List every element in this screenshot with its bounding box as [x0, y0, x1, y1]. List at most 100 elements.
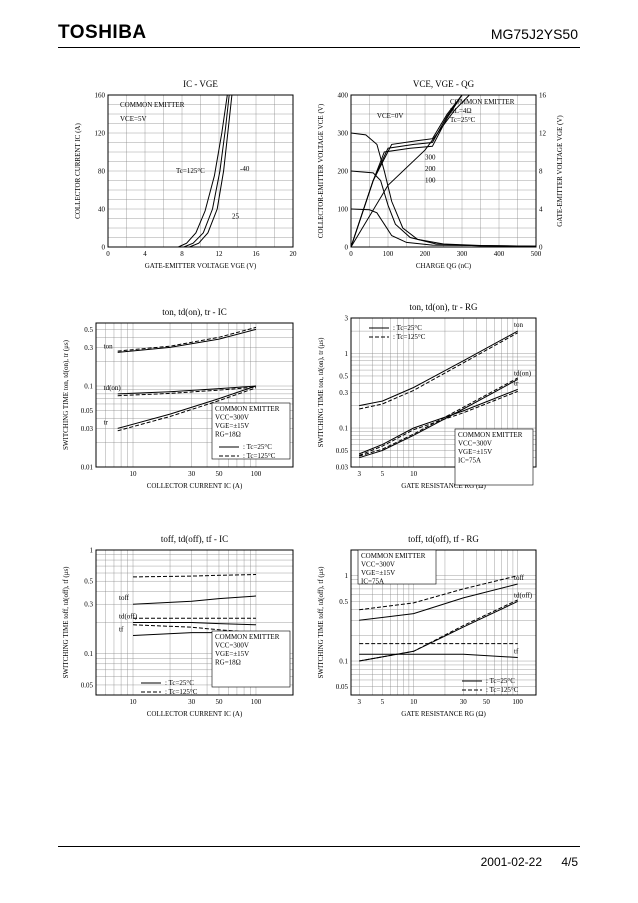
y-axis-label: SWITCHING TIME ton, td(on), tr (μs)	[317, 337, 325, 448]
series-line	[132, 595, 257, 605]
series-line	[178, 94, 228, 248]
series-line	[359, 332, 518, 410]
annotation-text: COMMON EMITTER	[215, 633, 280, 641]
y-tick-label: 0.3	[84, 601, 93, 609]
x-tick-label: 10	[130, 470, 138, 478]
chart-toff_rg: 3 5 10 30 50 100 0.05 0.1 0.5 1 toff, td(off), tf …	[317, 534, 537, 718]
x-tick-label: 8	[180, 250, 184, 258]
annotation-text: VCE=0V	[377, 112, 404, 120]
series-line	[350, 94, 470, 248]
curve-label: toff	[119, 594, 130, 602]
y-axis-label: SWITCHING TIME toff, td(off), tf (μs)	[317, 566, 325, 679]
series-line	[359, 575, 518, 611]
curve-label: toff	[514, 574, 525, 582]
series-line	[359, 600, 518, 662]
legend-label: : Tc=25°C	[243, 443, 272, 451]
series-line	[359, 599, 518, 662]
x-tick-label: 100	[251, 698, 262, 706]
series-line	[117, 385, 257, 395]
x-tick-label: 50	[215, 698, 223, 706]
y-axis-label: SWITCHING TIME ton, td(on), tr (μs)	[62, 339, 70, 450]
x-axis-label: COLLECTOR CURRENT IC (A)	[147, 482, 243, 490]
y-tick-label: 0.5	[84, 326, 93, 334]
x-tick-label: 0	[106, 250, 110, 258]
curve-label: td(on)	[104, 384, 122, 392]
annotation-text: COMMON EMITTER	[450, 98, 515, 106]
y-tick-label: 100	[338, 206, 349, 214]
curve-label: ton	[514, 321, 523, 329]
y-tick-label: 0.1	[339, 658, 348, 666]
series-line	[117, 326, 257, 352]
conditions-box	[357, 549, 437, 585]
curve-label: tf	[514, 648, 519, 656]
annotation-text: VGE=±15V	[458, 448, 492, 456]
series-line	[183, 94, 230, 248]
annotation-text: VCC=300V	[361, 561, 395, 569]
y2-axis-label: GATE-EMITTER VOLTAGE VGE (V)	[556, 115, 564, 227]
chart-title: ton, td(on), tr - RG	[410, 302, 478, 312]
annotation-text: RL=4Ω	[450, 107, 472, 115]
y-axis-label: COLLECTOR-EMITTER VOLTAGE VCE (V)	[317, 103, 325, 238]
x-axis-label: GATE RESISTANCE RG (Ω)	[401, 482, 486, 490]
y-tick-label: 80	[98, 168, 106, 176]
y-tick-label: 400	[338, 92, 349, 100]
annotation-text: RG=18Ω	[215, 431, 241, 439]
x-tick-label: 30	[188, 470, 196, 478]
x-tick-label: 12	[216, 250, 224, 258]
part-number: MG75J2YS50	[490, 26, 578, 42]
chart-title: ton, td(on), tr - IC	[162, 307, 227, 317]
chart-title: IC - VGE	[183, 79, 218, 89]
x-axis-label: GATE-EMITTER VOLTAGE VGE (V)	[145, 262, 257, 270]
legend-label: : Tc=125°C	[486, 686, 519, 694]
series-line	[359, 390, 518, 456]
y-tick-label: 0.05	[81, 681, 94, 689]
curve-label: tf	[119, 625, 124, 633]
chart-title: toff, td(off), tf - IC	[161, 534, 228, 544]
chart-ton_ic: 10 30 50 100 0.01 0.03 0.05 0.1 0.3 0.5 ton, td(on…	[62, 307, 294, 490]
x-tick-label: 5	[381, 470, 385, 478]
series-line	[359, 388, 518, 455]
annotation-text: VCC=300V	[215, 414, 249, 422]
chart-ic_vge: 0 4 8 12 16 20 0 40 80 120 160 IC - VGE GATE-EMITTER…	[74, 79, 297, 270]
y-tick-label: 40	[98, 206, 106, 214]
series-line	[189, 94, 233, 248]
legend-label: : Tc=25°C	[486, 677, 515, 685]
annotation-text: COMMON EMITTER	[458, 431, 523, 439]
conditions-box	[211, 630, 291, 688]
y-tick-label: 0.5	[84, 578, 93, 586]
curve-label: ton	[104, 342, 113, 350]
y-tick-label: 0.05	[336, 683, 349, 691]
footer-rule	[58, 846, 580, 847]
curve-label: td(off)	[119, 613, 138, 621]
legend-label: : Tc=125°C	[393, 333, 426, 341]
series-line	[350, 94, 463, 248]
annotation-text: COMMON EMITTER	[120, 101, 185, 109]
y-axis-label: COLLECTOR CURRENT IC (A)	[74, 123, 82, 219]
annotation-text: COMMON EMITTER	[215, 405, 280, 413]
y-tick-label: 0.03	[81, 425, 94, 433]
x-tick-label: 100	[251, 470, 262, 478]
legend-label: : Tc=125°C	[165, 688, 198, 696]
y-tick-label: 120	[95, 130, 106, 138]
series-line	[359, 583, 518, 621]
x-axis-label: COLLECTOR CURRENT IC (A)	[147, 710, 243, 718]
y-tick-label: 0.5	[339, 372, 348, 380]
y-tick-label: 200	[338, 168, 349, 176]
curve-label: tr	[104, 418, 109, 426]
header-rule	[58, 47, 580, 48]
annotation-text: IC=75A	[361, 578, 384, 586]
y-tick-label: 300	[338, 130, 349, 138]
x-tick-label: 10	[410, 698, 418, 706]
x-tick-label: 30	[460, 698, 468, 706]
x-tick-label: 4	[143, 250, 147, 258]
y-tick-label: 0.3	[84, 344, 93, 352]
curve-label: tr	[514, 379, 519, 387]
x-tick-label: 100	[512, 698, 523, 706]
annotation-text: Tc=125°C	[176, 167, 205, 175]
y-tick-label: 3	[345, 315, 349, 323]
plot-frame	[107, 94, 294, 248]
plot-frame	[350, 317, 537, 468]
curve-label: td(on)	[514, 369, 532, 377]
